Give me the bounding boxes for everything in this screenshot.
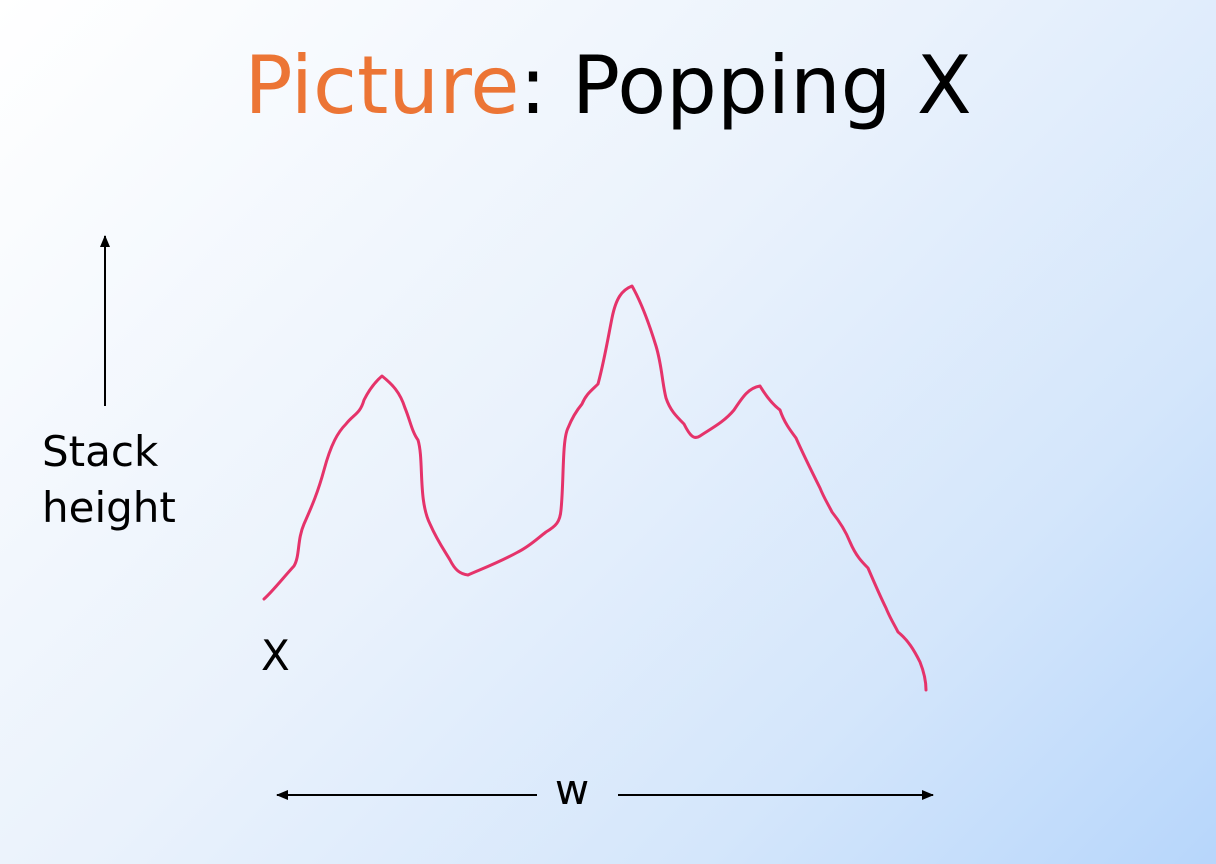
title-accent: Picture: [244, 39, 520, 132]
stack-height-curve: [262, 284, 928, 692]
width-label: w: [554, 765, 590, 814]
y-axis-label-line1: Stack: [42, 427, 159, 476]
curve-start-label: X: [261, 631, 290, 680]
title-rest: : Popping X: [519, 39, 972, 132]
y-axis-label-line2: height: [42, 483, 176, 532]
slide-title: Picture: Popping X: [0, 36, 1216, 136]
y-axis-label: Stack height: [42, 424, 176, 536]
